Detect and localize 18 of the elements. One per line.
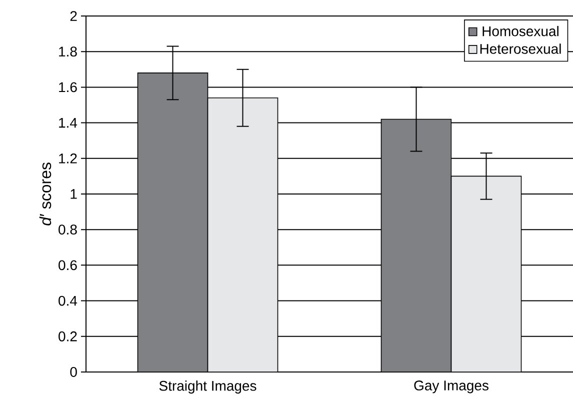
y-tick-label: 1.6	[59, 82, 77, 92]
y-tick-label: 1	[70, 189, 77, 199]
y-tick-label: 0.4	[58, 296, 78, 306]
bar	[137, 72, 208, 372]
y-tick-label: 0.8	[58, 224, 77, 235]
x-tick-label: Straight Images	[159, 380, 256, 394]
bar	[380, 118, 452, 372]
y-tick-label: 1.8	[59, 46, 77, 57]
y-tick-label: 1.2	[59, 153, 77, 164]
y-tick-label: 1.4	[59, 118, 78, 128]
y-axis-title: d′ scores	[39, 162, 52, 226]
legend-label: Heterosexual	[480, 44, 561, 54]
y-tick-label: 2	[70, 11, 77, 21]
y-tick-label: 0	[70, 367, 77, 377]
x-tick-label: Gay Images	[414, 380, 488, 394]
y-tick-label: 0.2	[58, 331, 77, 342]
legend-label: Homosexual	[482, 26, 558, 36]
y-tick-label: 0.6	[58, 260, 77, 270]
